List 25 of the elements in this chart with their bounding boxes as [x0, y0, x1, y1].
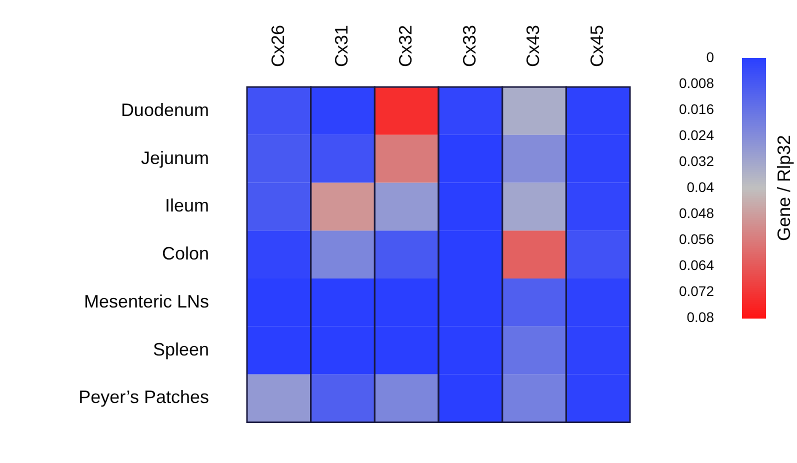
x-tick-label: Cx32	[396, 24, 416, 67]
y-tick-label: Spleen	[152, 339, 209, 360]
color-bar-label: 0.008	[678, 74, 714, 91]
color-bar-label: 0.048	[678, 204, 714, 221]
color-bar-label: 0.072	[678, 282, 714, 299]
x-tick-label: Cx45	[587, 24, 608, 67]
x-tick-label: Cx33	[459, 24, 480, 67]
color-bar-label: 0	[706, 48, 714, 65]
x-tick-label: Cx43	[523, 24, 544, 67]
color-bar-label: 0.056	[678, 230, 714, 247]
y-tick-label: Jejunum	[140, 148, 209, 168]
y-tick-label: Colon	[162, 244, 209, 264]
color-bar-label: 0.016	[678, 100, 714, 117]
color-bar-label: 0.032	[678, 152, 714, 169]
y-tick-label: Duodenum	[120, 100, 209, 120]
x-tick-label: Cx31	[332, 24, 352, 67]
x-tick-label: Cx26	[268, 24, 288, 67]
color-bar-label: 0.04	[686, 178, 714, 195]
y-tick-label: Mesenteric LNs	[84, 291, 209, 312]
color-bar-label: 0.08	[686, 308, 714, 325]
y-tick-label: Peyer’s Patches	[78, 387, 209, 408]
color-bar-title: Gene / Rlp32	[774, 134, 794, 242]
color-bar-label: 0.024	[678, 126, 714, 143]
color-bar-label: 0.064	[678, 256, 714, 273]
y-tick-label: Ileum	[164, 196, 209, 216]
